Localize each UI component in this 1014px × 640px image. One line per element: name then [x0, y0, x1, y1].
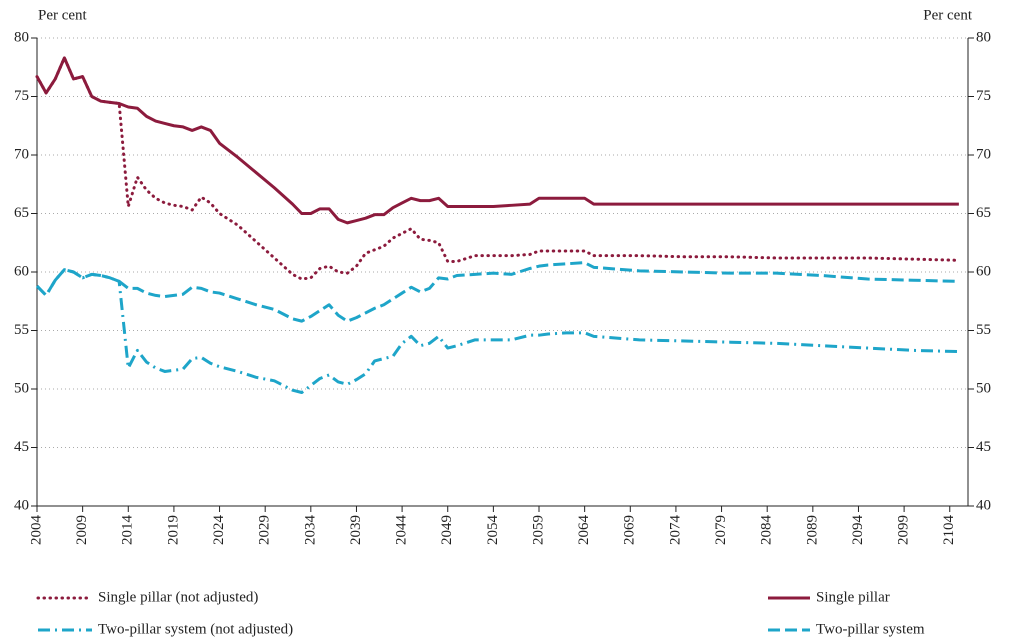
legend-label: Two-pillar system (not adjusted)	[98, 621, 293, 637]
x-tick-label: 2069	[622, 515, 638, 545]
y-tick-label: 80	[14, 29, 29, 45]
x-tick-label: 2044	[394, 515, 410, 546]
y-tick-label: 50	[14, 380, 29, 396]
series-line	[35, 261, 959, 323]
y2-tick-label: 60	[976, 263, 991, 279]
y-tick-label: 75	[14, 88, 29, 104]
x-tick-label: 2054	[485, 515, 501, 546]
y2-tick-label: 55	[976, 322, 991, 338]
y-tick-label: 45	[14, 439, 29, 455]
x-tick-label: 2094	[850, 515, 866, 546]
x-tick-label: 2019	[165, 515, 181, 545]
x-tick-label: 2004	[28, 515, 44, 546]
y-tick-label: 55	[14, 322, 29, 338]
y-tick-label: 60	[14, 263, 29, 279]
x-tick-label: 2029	[257, 515, 273, 545]
x-tick-label: 2064	[576, 515, 592, 546]
series-line	[35, 56, 959, 225]
y-tick-label: 70	[14, 146, 29, 162]
legend-label: Two-pillar system	[816, 621, 925, 637]
y2-tick-label: 65	[976, 205, 991, 221]
series-line	[35, 56, 961, 281]
x-tick-label: 2059	[530, 515, 546, 545]
y-axis-label: Per cent	[38, 7, 88, 23]
x-tick-label: 2099	[896, 515, 912, 545]
y2-tick-label: 75	[976, 88, 991, 104]
y2-tick-label: 50	[976, 380, 991, 396]
y2-tick-label: 45	[976, 439, 991, 455]
x-tick-label: 2084	[759, 515, 775, 546]
y2-tick-label: 80	[976, 29, 991, 45]
x-tick-label: 2104	[941, 515, 957, 546]
legend-label: Single pillar	[816, 589, 890, 605]
x-tick-label: 2024	[211, 515, 227, 546]
legend-label: Single pillar (not adjusted)	[98, 589, 258, 605]
x-tick-label: 2014	[120, 515, 136, 546]
x-tick-label: 2049	[439, 515, 455, 545]
x-tick-label: 2039	[348, 515, 364, 545]
x-tick-label: 2034	[302, 515, 318, 546]
y-tick-label: 40	[14, 497, 29, 513]
y2-tick-label: 40	[976, 497, 991, 513]
x-tick-label: 2074	[667, 515, 683, 546]
series-line	[35, 268, 959, 395]
y2-axis-label: Per cent	[923, 7, 973, 23]
x-tick-label: 2089	[804, 515, 820, 545]
x-tick-label: 2009	[74, 515, 90, 545]
y2-tick-label: 70	[976, 146, 991, 162]
y-tick-label: 65	[14, 205, 29, 221]
x-tick-label: 2079	[713, 515, 729, 545]
